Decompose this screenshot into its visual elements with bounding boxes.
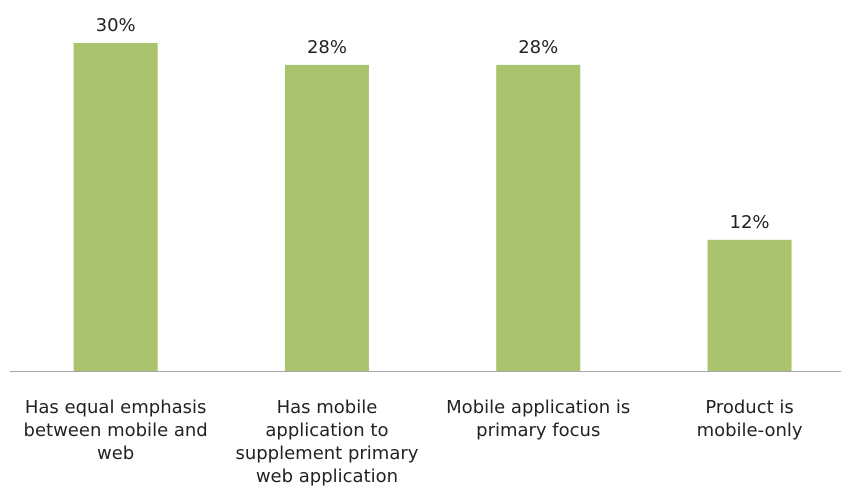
bar (707, 239, 792, 371)
bar (496, 64, 581, 371)
value-label: 12% (730, 212, 770, 233)
x-tick-label: Has equal emphasis between mobile and we… (23, 397, 208, 464)
bar (284, 64, 369, 371)
x-tick-label: Product is mobile-only (696, 397, 803, 441)
value-label: 28% (307, 37, 347, 58)
x-tick-label: Has mobile application to supplement pri… (235, 397, 419, 487)
value-label: 30% (96, 15, 136, 36)
value-label: 28% (518, 37, 558, 58)
x-tick-label: Mobile application is primary focus (446, 397, 631, 441)
bar (73, 43, 158, 371)
